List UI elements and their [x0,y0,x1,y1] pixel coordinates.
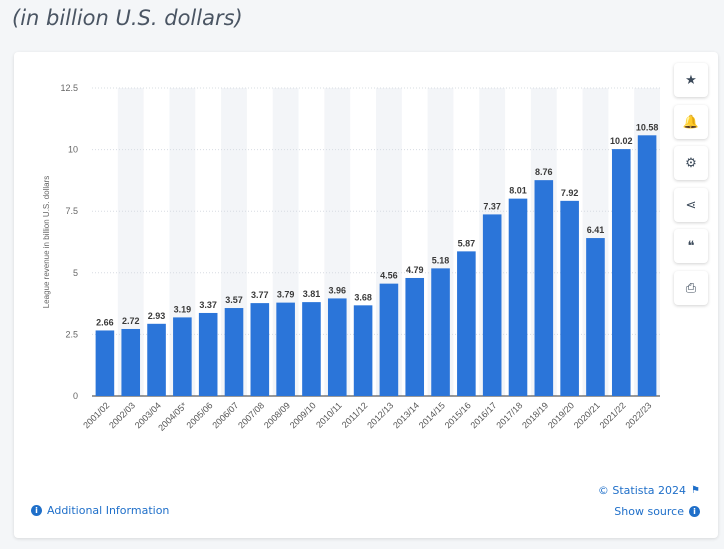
x-tick-label: 2017/18 [494,400,524,430]
print-icon: ⎙ [685,279,697,295]
bar [586,238,605,396]
x-tick-label: 2011/12 [340,400,370,430]
data-label: 5.87 [458,238,476,248]
favorite-button[interactable]: ★ [674,63,708,97]
bar [508,198,528,396]
additional-information-link[interactable]: i Additional Information [31,504,169,517]
x-tick-label: 2001/02 [81,400,111,430]
chart-subtitle: (in billion U.S. dollars) [12,6,243,30]
x-tick-label: 2006/07 [210,400,240,430]
x-tick-label: 2010/11 [314,400,344,430]
data-label: 3.57 [225,295,243,305]
x-tick-label: 2002/03 [107,400,137,430]
y-tick-label: 2.5 [65,329,78,339]
bar [147,323,166,396]
data-label: 7.92 [561,188,579,198]
data-label: 4.56 [380,271,398,281]
x-tick-label: 2021/22 [598,400,628,430]
gear-icon: ⚙ [685,155,697,170]
data-label: 2.93 [148,311,166,321]
bar [95,330,115,396]
data-label: 3.77 [251,290,269,300]
data-label: 6.41 [587,225,605,235]
data-label: 3.37 [199,300,217,310]
data-label: 2.66 [96,317,114,327]
chart-toolbar: ★ 🔔 ⚙ ⋖ ❝ ⎙ [674,63,708,312]
bar [327,298,347,396]
x-tick-label: 2008/09 [262,400,292,430]
data-label: 10.58 [636,122,659,132]
bar [405,277,425,396]
bar [611,149,631,396]
share-button[interactable]: ⋖ [674,187,708,222]
bar [482,214,502,396]
data-label: 5.18 [432,255,450,265]
data-label: 3.81 [303,289,321,299]
data-label: 3.68 [354,292,372,302]
bar [198,312,218,396]
x-tick-label: 2012/13 [365,400,395,430]
bar [250,303,270,396]
x-tick-label: 2019/20 [546,400,576,430]
data-label: 2.72 [122,316,140,326]
x-tick-label: 2014/15 [417,400,447,430]
data-label: 3.96 [329,285,347,295]
bar [302,302,321,396]
info-icon: i [689,506,700,517]
bar [560,200,579,396]
flag-icon: ⚑ [691,485,700,496]
copyright-line[interactable]: © Statista 2024 ⚑ [598,484,700,497]
x-tick-label: 2004/05* [156,400,189,433]
y-tick-label: 10 [68,145,78,155]
x-tick-label: 2009/10 [288,400,318,430]
x-tick-label: 2015/16 [443,400,473,430]
y-tick-label: 7.5 [65,206,78,216]
y-tick-label: 5 [73,268,78,278]
x-tick-label: 2013/14 [391,400,421,430]
bar [534,180,554,396]
x-tick-label: 2005/06 [185,400,215,430]
data-label: 3.79 [277,290,295,300]
print-button[interactable]: ⎙ [674,270,708,305]
info-icon: i [31,505,42,516]
bar [379,283,399,396]
quote-icon: ❝ [687,238,695,253]
show-source-label: Show source [614,505,684,518]
x-tick-label: 2007/08 [236,400,266,430]
data-label: 4.79 [406,265,424,275]
data-label: 8.76 [535,167,553,177]
data-label: 8.01 [509,186,527,196]
show-source-link[interactable]: Show source i [598,505,700,518]
bar [121,328,141,396]
data-label: 10.02 [610,136,633,146]
quote-button[interactable]: ❝ [674,229,708,263]
data-label: 7.37 [483,201,501,211]
bar [637,135,657,396]
bar [353,305,373,396]
bar [276,302,295,396]
x-tick-label: 2022/23 [623,400,653,430]
x-tick-label: 2020/21 [572,400,602,430]
bar [457,251,476,396]
y-axis-label: League revenue in billion U.S. dollars [42,176,51,309]
share-icon: ⋖ [685,196,697,212]
y-tick-label: 0 [73,391,78,401]
x-tick-label: 2016/17 [469,400,499,430]
bar [224,308,244,396]
copyright-label: © Statista 2024 [597,484,687,497]
bell-icon: 🔔 [682,113,700,129]
chart-footer-right: © Statista 2024 ⚑ Show source i [598,484,700,526]
additional-information-label: Additional Information [47,504,170,517]
bar [431,268,450,396]
bell-button[interactable]: 🔔 [674,104,708,139]
bar [173,317,192,396]
data-label: 3.19 [174,304,192,314]
y-tick-label: 12.5 [60,83,78,93]
x-tick-label: 2018/19 [520,400,550,430]
gear-button[interactable]: ⚙ [674,146,708,180]
favorite-icon: ★ [685,72,697,87]
